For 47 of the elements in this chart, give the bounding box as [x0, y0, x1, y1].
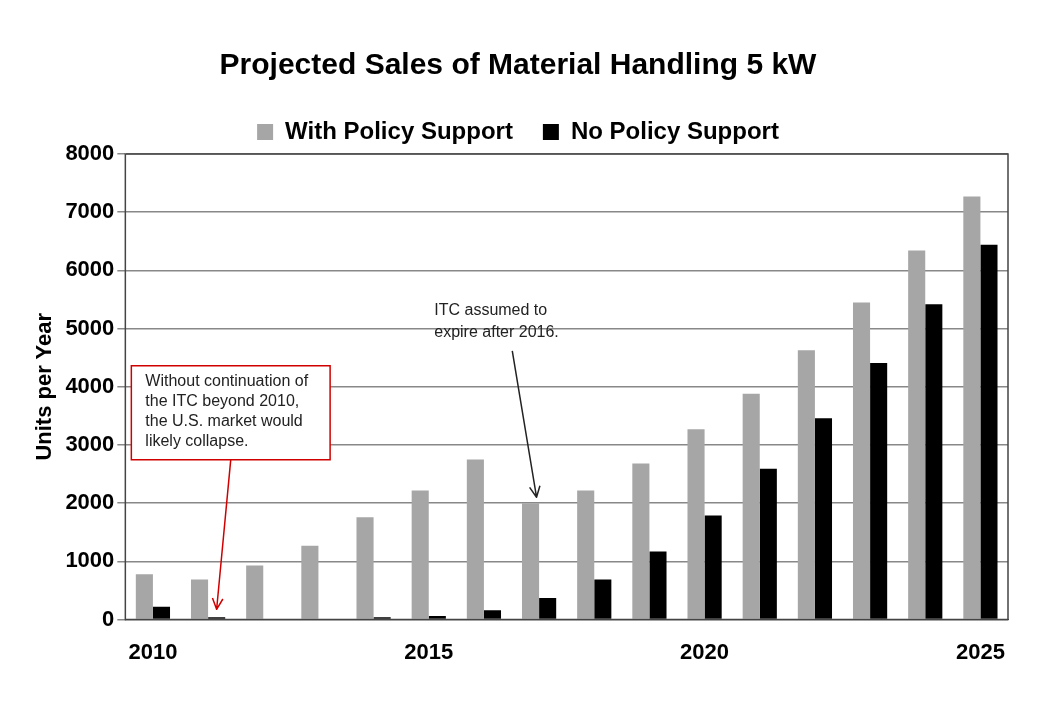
bar: [539, 598, 557, 619]
annotation: ITC assumed to expire after 2016.: [434, 301, 559, 341]
bar: [521, 503, 540, 619]
y-axis-title: Units per Year: [31, 312, 57, 461]
y-tick-label: 3000: [65, 431, 115, 457]
y-tick-label: 5000: [65, 314, 115, 340]
bar: [466, 459, 484, 619]
bar: [649, 551, 667, 619]
bar: [980, 244, 998, 619]
bar: [852, 302, 871, 619]
bar: [428, 616, 446, 619]
annotation: Without continuation of the ITC beyond 2010, the U.S. market would likely collapse.: [145, 372, 309, 450]
y-tick-label: 7000: [65, 198, 115, 224]
bar: [814, 418, 833, 619]
bar: [704, 515, 722, 619]
x-tick-label: 2020: [680, 638, 730, 664]
bar: [925, 304, 943, 619]
bar: [301, 545, 319, 619]
bar: [356, 517, 374, 619]
y-tick-label: 2000: [65, 489, 115, 515]
y-tick-label: 0: [102, 605, 115, 631]
y-tick-label: 6000: [65, 256, 115, 282]
bar: [687, 429, 705, 619]
y-tick-label: 4000: [65, 372, 115, 398]
bar: [908, 250, 926, 619]
bar: [759, 468, 777, 619]
bar: [246, 565, 264, 619]
bar: [483, 610, 502, 619]
bar: [411, 490, 429, 619]
bar: [963, 196, 981, 619]
bar: [135, 574, 153, 619]
legend-label: With Policy Support: [285, 116, 513, 144]
bar: [632, 463, 650, 619]
bar: [594, 579, 612, 619]
bar: [190, 579, 209, 619]
y-tick-label: 8000: [65, 140, 115, 166]
bar: [152, 606, 171, 619]
chart-title: Projected Sales of Material Handling 5 kW: [219, 47, 818, 81]
bar: [870, 362, 888, 619]
y-tick-label: 1000: [65, 547, 115, 573]
bar: [742, 393, 760, 619]
x-tick-label: 2015: [404, 638, 454, 664]
legend-label: No Policy Support: [570, 116, 779, 144]
bar: [797, 350, 815, 619]
x-tick-label: 2010: [128, 638, 178, 664]
x-tick-label: 2025: [955, 638, 1005, 664]
bar: [577, 490, 595, 619]
